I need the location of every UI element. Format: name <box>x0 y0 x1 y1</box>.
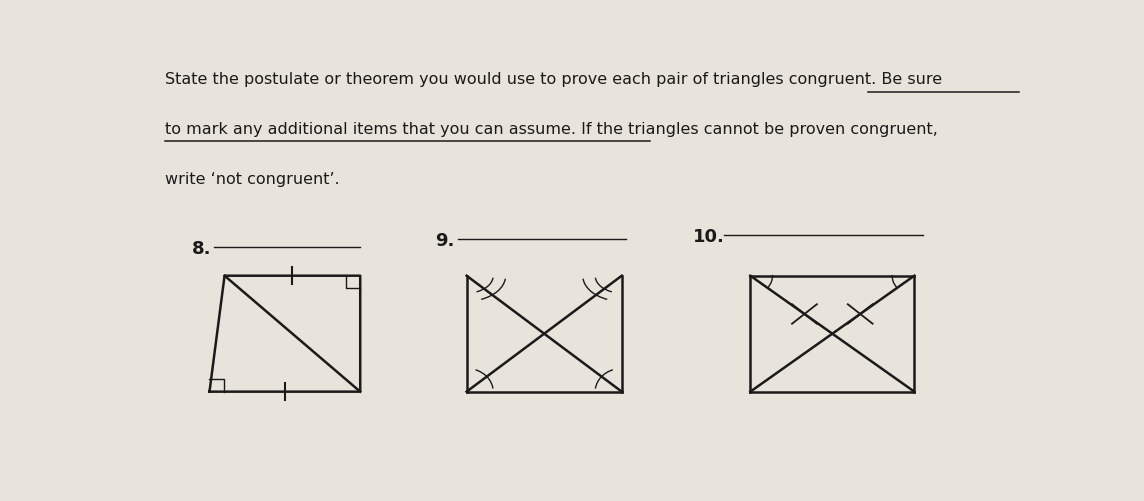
Text: 8.: 8. <box>192 239 212 258</box>
Text: to mark any additional items that you can assume. If the triangles cannot be pro: to mark any additional items that you ca… <box>165 122 938 137</box>
Text: 9.: 9. <box>436 232 455 250</box>
Text: State the postulate or theorem you would use to prove each pair of triangles con: State the postulate or theorem you would… <box>165 72 943 87</box>
Text: 10.: 10. <box>693 228 724 246</box>
Text: write ‘not congruent’.: write ‘not congruent’. <box>165 172 340 187</box>
